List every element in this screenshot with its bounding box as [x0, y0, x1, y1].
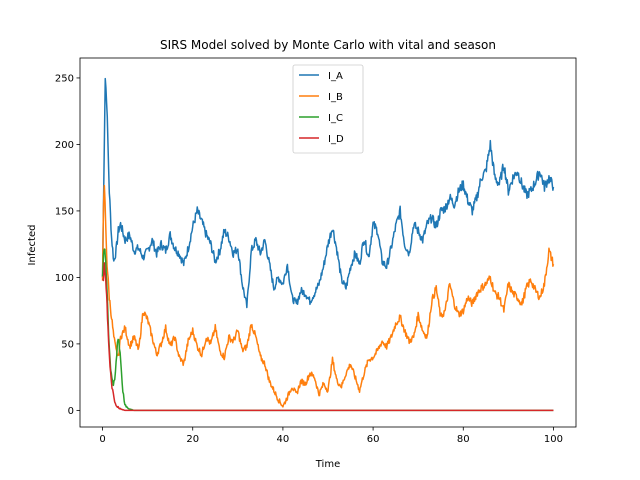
plot-frame: [79, 57, 577, 428]
legend-box: [292, 64, 364, 154]
y-tick-label: 0: [68, 406, 74, 417]
series-line-i-b: [101, 184, 555, 408]
y-tick-label: 50: [61, 339, 74, 350]
series-line-i-d: [102, 262, 554, 412]
chart-title: SIRS Model solved by Monte Carlo with vi…: [160, 38, 496, 52]
x-tick-label: 80: [457, 434, 470, 445]
x-tick-label: 40: [277, 434, 290, 445]
y-tick-label: 250: [55, 73, 74, 84]
x-axis-label: Time: [315, 459, 340, 470]
x-tick-label: 100: [544, 434, 563, 445]
legend-label-i-d: I_D: [328, 134, 344, 145]
y-tick-label: 150: [55, 206, 74, 217]
y-tick-label: 200: [55, 140, 74, 151]
x-tick-label: 60: [367, 434, 380, 445]
y-tick-label: 100: [55, 273, 74, 284]
series-line-i-a: [101, 77, 555, 309]
x-tick-label: 0: [99, 434, 105, 445]
x-tick-label: 20: [186, 434, 199, 445]
legend-label-i-c: I_C: [328, 113, 343, 124]
legend-label-i-b: I_B: [328, 92, 343, 103]
y-axis-label: Infected: [27, 225, 38, 266]
plot-area: 0 20 40 60 80 100 0 50 100 150 200 250 I_A I_B I_C I_D: [55, 57, 577, 445]
legend-label-i-a: I_A: [328, 71, 343, 82]
